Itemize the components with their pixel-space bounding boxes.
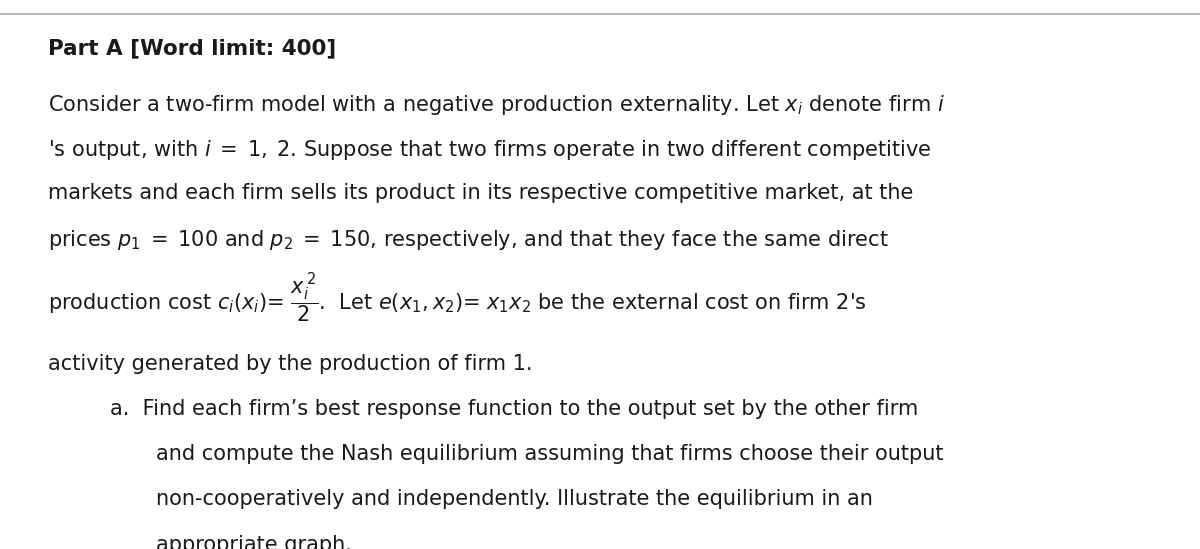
Text: and compute the Nash equilibrium assuming that firms choose their output: and compute the Nash equilibrium assumin… bbox=[156, 445, 943, 464]
Text: non-cooperatively and independently. Illustrate the equilibrium in an: non-cooperatively and independently. Ill… bbox=[156, 490, 872, 509]
Text: markets and each firm sells its product in its respective competitive market, at: markets and each firm sells its product … bbox=[48, 183, 913, 203]
Text: prices $p_1\;=\;100$ and $p_2\;=\;150$, respectively, and that they face the sam: prices $p_1\;=\;100$ and $p_2\;=\;150$, … bbox=[48, 228, 889, 253]
Text: activity generated by the production of firm 1.: activity generated by the production of … bbox=[48, 355, 533, 374]
Text: Consider a two-firm model with a negative production externality. Let $x_i$ deno: Consider a two-firm model with a negativ… bbox=[48, 93, 944, 117]
Text: production cost $c_i(x_i)$= $\dfrac{x_i^{\,2}}{2}$.  Let $e(x_1, x_2)$= $x_1 x_2: production cost $c_i(x_i)$= $\dfrac{x_i^… bbox=[48, 271, 866, 325]
Text: 's output, with $i\;=\;1,\;2$. Suppose that two firms operate in two different c: 's output, with $i\;=\;1,\;2$. Suppose t… bbox=[48, 138, 931, 163]
Text: a.  Find each firm’s best response function to the output set by the other firm: a. Find each firm’s best response functi… bbox=[110, 400, 919, 419]
Text: appropriate graph.: appropriate graph. bbox=[156, 535, 352, 549]
Text: Part A [Word limit: 400]: Part A [Word limit: 400] bbox=[48, 38, 336, 58]
